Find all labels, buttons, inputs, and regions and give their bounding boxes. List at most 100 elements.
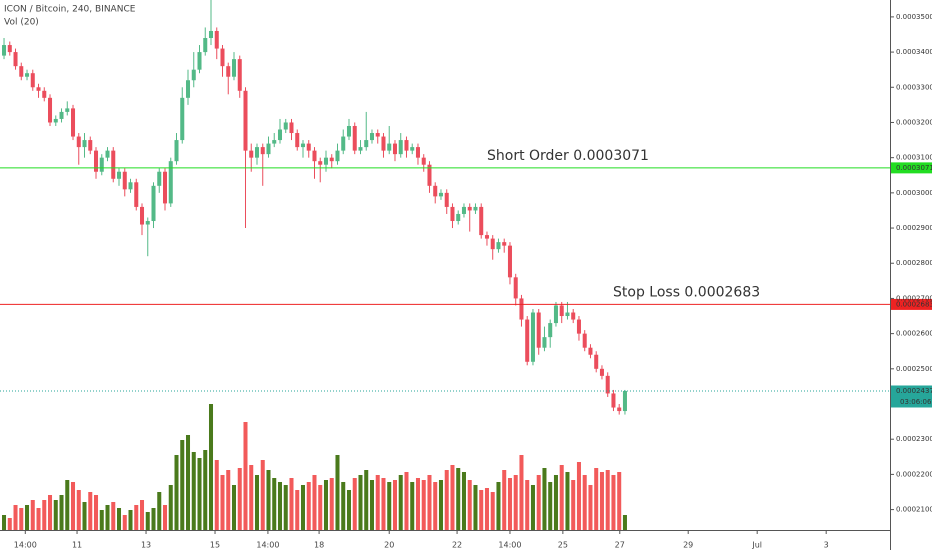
y-tick-label: 0.0002700 xyxy=(896,294,932,302)
candle-body xyxy=(231,59,237,77)
candle-body xyxy=(421,157,426,165)
candle-body xyxy=(157,171,162,186)
candle-body xyxy=(139,206,145,225)
volume-bar xyxy=(456,468,461,530)
volume-bar xyxy=(208,404,214,530)
price-badge-label: 0.0002683 xyxy=(896,300,932,308)
volume-bar xyxy=(25,505,30,530)
volume-bar xyxy=(565,472,570,530)
volume-bar xyxy=(496,482,501,530)
volume-bar xyxy=(36,508,41,530)
volume-bar xyxy=(461,472,466,530)
candle-body xyxy=(42,90,47,98)
y-tick-label: 0.0002600 xyxy=(896,330,932,338)
volume-bar xyxy=(427,475,432,530)
volume-bar xyxy=(134,505,139,530)
volume-bar xyxy=(7,518,12,530)
volume-bar xyxy=(283,485,288,530)
volume-bar xyxy=(513,475,518,530)
candle-body xyxy=(381,136,386,151)
volume-bar xyxy=(530,485,535,530)
candle-body xyxy=(25,73,30,77)
volume-bar xyxy=(404,472,409,530)
volume-bar xyxy=(30,500,35,530)
volume-bar xyxy=(94,495,99,530)
candle-body xyxy=(53,118,58,123)
candle-body xyxy=(507,245,512,278)
volume-bar xyxy=(599,472,604,530)
candle-body xyxy=(7,45,12,53)
volume-bar xyxy=(180,440,185,530)
candle-body xyxy=(519,298,524,320)
candle-body xyxy=(111,150,116,179)
candle-body xyxy=(369,133,374,141)
volume-bar xyxy=(479,490,484,530)
candle-body xyxy=(410,147,415,151)
volume-bar xyxy=(145,512,150,530)
candle-body xyxy=(88,140,93,151)
volume-bar xyxy=(289,478,294,530)
x-tick-label: 20 xyxy=(384,541,394,550)
candle-body xyxy=(277,129,283,141)
candle-body xyxy=(456,213,461,222)
volume-bar xyxy=(341,482,346,530)
candle-body xyxy=(548,323,553,338)
y-tick-label: 0.0003200 xyxy=(896,118,932,126)
candle-body xyxy=(300,143,306,148)
candle-body xyxy=(513,277,518,299)
countdown-badge xyxy=(891,396,932,408)
candle-body xyxy=(576,319,581,334)
volume-bar xyxy=(484,488,489,530)
volume-bar xyxy=(358,475,363,530)
volume-bar xyxy=(139,500,145,530)
volume-bar xyxy=(622,515,627,530)
volume-bar xyxy=(312,475,317,530)
volume-bar xyxy=(42,500,47,530)
candle-body xyxy=(438,192,443,197)
x-tick-label: 3 xyxy=(824,541,829,550)
candle-body xyxy=(289,122,294,134)
volume-bar xyxy=(237,468,242,530)
volume-bar xyxy=(576,462,581,530)
x-tick-label: 14:00 xyxy=(498,541,521,550)
candle-body xyxy=(525,319,530,362)
candle-body xyxy=(283,122,288,130)
candle-body xyxy=(82,140,87,148)
volume-bar xyxy=(191,452,196,530)
candle-body xyxy=(162,171,168,204)
volume-bar xyxy=(392,480,397,530)
volume-bar xyxy=(329,478,334,530)
candle-body xyxy=(490,238,495,250)
volume-bar xyxy=(415,478,420,530)
volume-bar xyxy=(295,490,300,530)
candle-body xyxy=(260,147,265,155)
candle-body xyxy=(565,312,570,317)
x-tick-label: 29 xyxy=(683,541,693,550)
volume-bar xyxy=(346,490,351,530)
y-tick-label: 0.0002100 xyxy=(896,506,932,514)
x-tick-label: 27 xyxy=(615,541,625,550)
y-tick-label: 0.0002800 xyxy=(896,259,932,267)
volume-bar xyxy=(548,482,553,530)
volume-bar xyxy=(433,482,438,530)
price-badge xyxy=(891,298,932,310)
candle-body xyxy=(306,143,311,151)
volume-title: Vol (20) xyxy=(4,18,39,28)
volume-bar xyxy=(594,468,599,530)
y-tick-label: 0.0002200 xyxy=(896,470,932,478)
candle-body xyxy=(461,206,466,214)
candle-body xyxy=(249,150,254,158)
volume-bar xyxy=(2,515,7,530)
volume-bar xyxy=(438,480,443,530)
volume-bar xyxy=(421,480,426,530)
candle-body xyxy=(404,140,409,151)
candle-body xyxy=(467,206,472,211)
x-tick-label: 25 xyxy=(558,541,568,550)
volume-bar xyxy=(214,460,219,530)
candle-body xyxy=(346,125,351,137)
candle-body xyxy=(450,206,455,222)
volume-bar xyxy=(450,465,455,530)
candle-body xyxy=(484,235,489,239)
volume-bar xyxy=(65,480,70,530)
